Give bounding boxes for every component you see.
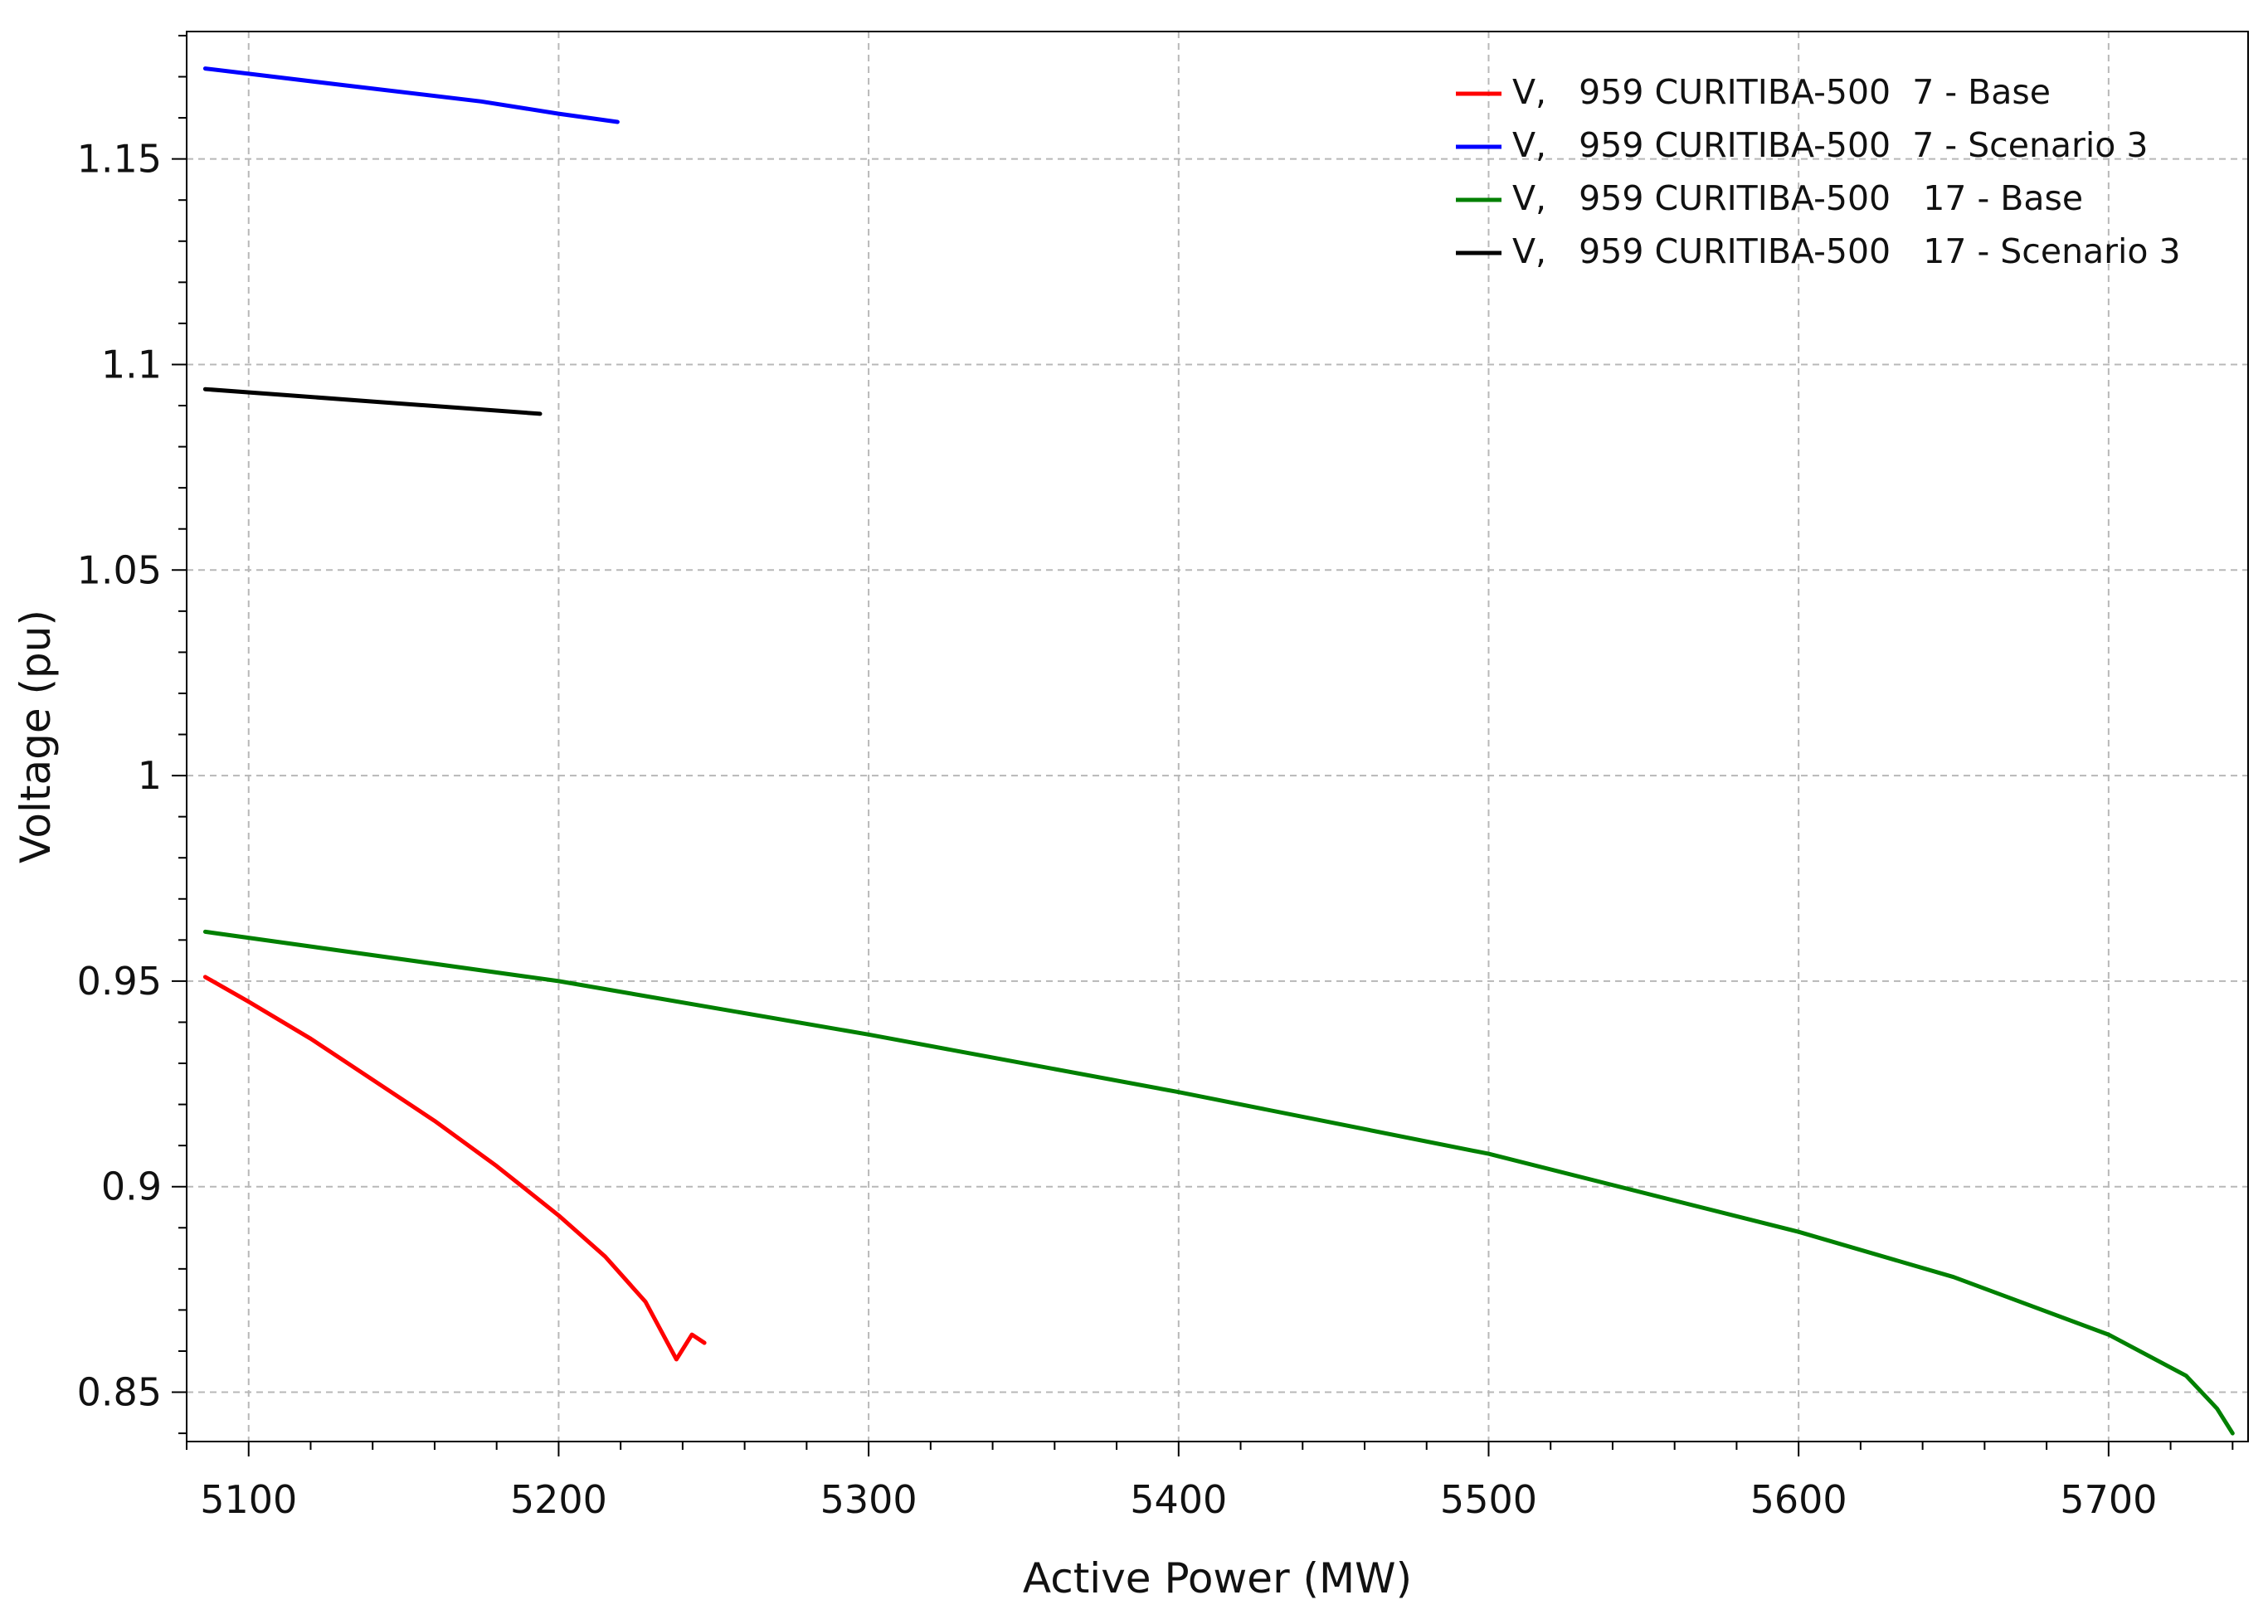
y-tick-label: 0.9 [101,1165,162,1209]
legend-entry-1: V, 959 CURITIBA-500 7 - Base [1512,72,2051,112]
grid [187,32,2248,1442]
series-line-4 [202,387,543,416]
series-line-3 [202,929,2235,1436]
series-line-1 [202,975,707,1362]
y-tick-label: 0.85 [77,1370,162,1415]
x-axis-label: Active Power (MW) [1023,1554,1412,1602]
x-tick-label: 5500 [1440,1477,1537,1522]
x-tick-label: 5200 [510,1477,607,1522]
y-tick-label: 1.15 [77,137,162,182]
y-tick-label: 1.1 [101,342,162,387]
y-axis-label: Voltage (pu) [12,610,60,863]
axes: 5100 5200 5300 5400 5500 5600 5700 0.85 0.9 0.95 1… [77,34,2234,1522]
y-tick-label: 0.95 [77,959,162,1004]
x-tick-label: 5600 [1750,1477,1847,1522]
x-tick-label: 5400 [1130,1477,1227,1522]
x-tick-label: 5100 [200,1477,297,1522]
series-lines [202,66,2235,1436]
legend: V, 959 CURITIBA-500 7 - Base V, 959 CURIT… [1456,72,2181,271]
legend-entry-2: V, 959 CURITIBA-500 7 - Scenario 3 [1512,125,2149,165]
x-tick-label: 5300 [820,1477,917,1522]
legend-entry-3: V, 959 CURITIBA-500 17 - Base [1512,178,2083,218]
y-tick-label: 1 [138,753,162,798]
legend-entry-4: V, 959 CURITIBA-500 17 - Scenario 3 [1512,231,2181,271]
plot-frame [186,31,2249,1442]
y-tick-label: 1.05 [77,547,162,592]
series-line-2 [202,66,620,124]
x-tick-label: 5700 [2060,1477,2157,1522]
